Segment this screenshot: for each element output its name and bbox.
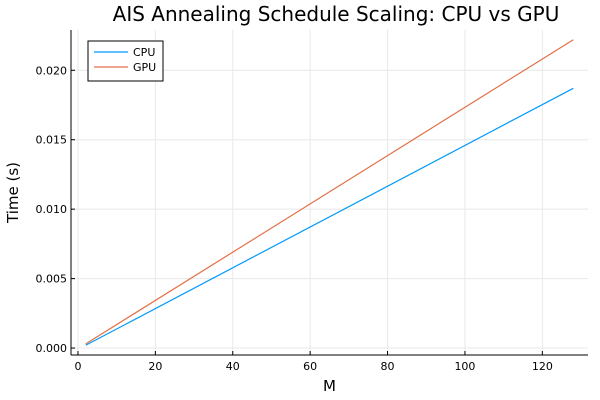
x-axis-label: M [323,377,336,395]
axes [70,30,588,356]
series-line-gpu [85,39,574,345]
x-tick-label: 120 [532,360,553,373]
x-ticks: 0 20 40 60 80 100 120 [74,351,553,373]
series-layer [85,39,574,346]
x-tick-label: 20 [148,360,162,373]
x-tick-label: 40 [226,360,240,373]
y-tick-label: 0.020 [36,64,68,77]
series-line-cpu [85,87,574,346]
x-tick-label: 0 [74,360,81,373]
legend-label: CPU [133,46,155,59]
y-tick-label: 0.000 [36,342,68,355]
y-axis-label: Time (s) [4,162,22,224]
y-tick-label: 0.010 [36,203,68,216]
legend: CPU GPU [87,40,164,82]
y-tick-label: 0.005 [36,273,68,286]
x-tick-label: 100 [454,360,475,373]
legend-box [87,40,164,82]
x-tick-label: 60 [303,360,317,373]
legend-label: GPU [133,61,156,74]
y-ticks: 0.000 0.005 0.010 0.015 0.020 [36,64,75,355]
x-tick-label: 80 [381,360,395,373]
chart-title: AIS Annealing Schedule Scaling: CPU vs G… [113,2,560,26]
y-tick-label: 0.015 [36,134,68,147]
